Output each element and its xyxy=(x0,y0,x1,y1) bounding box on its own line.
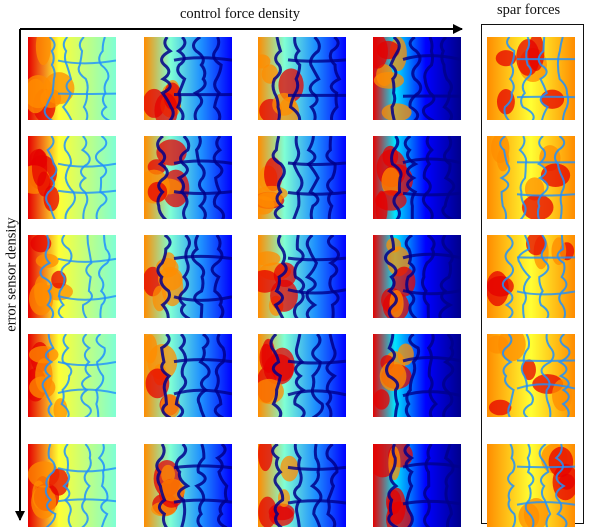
sensor-response-heatmap xyxy=(373,334,461,417)
spar-force-heatmap xyxy=(487,136,575,219)
sensor-response-heatmap xyxy=(258,136,346,219)
spar-force-heatmap xyxy=(487,444,575,527)
x-axis-label: control force density xyxy=(180,6,300,22)
sensor-response-heatmap xyxy=(258,37,346,120)
sensor-response-heatmap xyxy=(28,136,116,219)
sensor-response-heatmap xyxy=(373,37,461,120)
sensor-response-heatmap xyxy=(28,235,116,318)
sensor-response-heatmap xyxy=(373,444,461,527)
sensor-response-heatmap xyxy=(28,444,116,527)
spar-force-heatmap xyxy=(487,235,575,318)
sensor-response-heatmap xyxy=(373,235,461,318)
spar-forces-label: spar forces xyxy=(497,2,561,18)
sensor-response-heatmap xyxy=(258,444,346,527)
sensor-response-heatmap xyxy=(144,334,232,417)
sensor-response-heatmap xyxy=(144,37,232,120)
spar-force-heatmap xyxy=(487,37,575,120)
sensor-response-heatmap xyxy=(144,235,232,318)
sensor-response-heatmap xyxy=(258,235,346,318)
sensor-response-heatmap xyxy=(373,136,461,219)
sensor-response-heatmap xyxy=(28,334,116,417)
sensor-response-heatmap xyxy=(258,334,346,417)
spar-force-heatmap xyxy=(487,334,575,417)
sensor-response-heatmap xyxy=(144,444,232,527)
sensor-response-heatmap xyxy=(144,136,232,219)
sensor-response-heatmap xyxy=(28,37,116,120)
